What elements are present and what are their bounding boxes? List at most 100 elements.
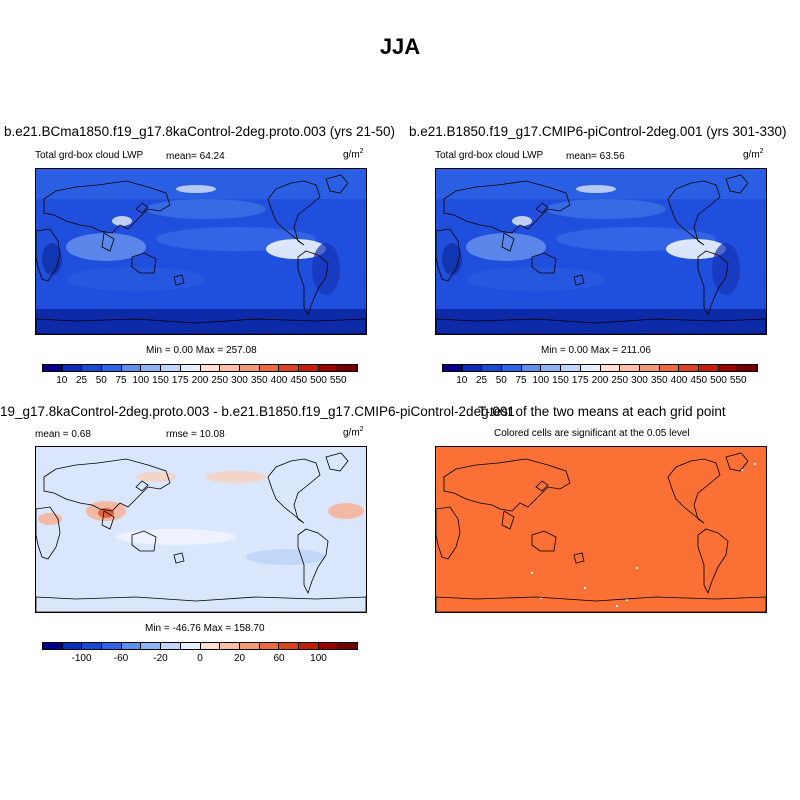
panel3-minmax: Min = -46.76 Max = 158.70: [145, 623, 265, 634]
colorbar-tick-label: 100: [532, 375, 550, 386]
colorbar-swatch: [279, 643, 299, 649]
panel2-title: b.e21.B1850.f19_g17.CMIP6-piControl-2deg…: [409, 124, 787, 139]
colorbar-tick-label: 25: [75, 375, 88, 386]
colorbar-swatch: [561, 365, 581, 371]
colorbar-swatch: [141, 365, 162, 371]
colorbar-swatch: [200, 365, 221, 371]
colorbar-swatch: [718, 365, 739, 371]
colorbar-tick-label: 50: [495, 375, 507, 386]
coastlines: [436, 452, 766, 612]
colorbar-swatch: [180, 643, 201, 649]
colorbar-swatch: [679, 365, 699, 371]
colorbar-tick-label: 500: [710, 375, 727, 386]
colorbar-swatch: [180, 365, 201, 371]
panel3-title: 19_g17.8kaControl-2deg.proto.003 - b.e21…: [0, 404, 515, 419]
colorbar-tick-label: 300: [631, 375, 648, 386]
colorbar-tick-label: 200: [191, 375, 209, 386]
colorbar-tick-label: 100: [132, 375, 150, 386]
colorbar-tick-label: 350: [650, 375, 668, 386]
colorbar-swatch: [318, 365, 339, 371]
colorbar-swatch: [462, 365, 483, 371]
panel2-minmax: Min = 0.00 Max = 211.06: [541, 345, 651, 356]
colorbar-swatch: [43, 365, 63, 371]
colorbar-tick-label: 60: [273, 653, 285, 664]
colorbar-tick-label: 175: [571, 375, 589, 386]
colorbar-swatch: [200, 643, 221, 649]
colorbar-swatch: [502, 365, 522, 371]
panel2-variable: Total grd-box cloud LWP: [435, 150, 544, 161]
colorbar-swatch: [82, 643, 103, 649]
colorbar-swatch: [82, 365, 103, 371]
panel1-map: [35, 168, 367, 335]
colorbar-tick-label: 10: [56, 375, 68, 386]
colorbar-swatch: [279, 365, 299, 371]
colorbar-swatch: [298, 643, 319, 649]
coastlines: [36, 174, 366, 334]
colorbar-swatch: [298, 365, 319, 371]
colorbar-swatch: [220, 365, 240, 371]
colorbar-tick-label: 400: [270, 375, 288, 386]
panel2-mean: mean= 63.56: [566, 151, 625, 162]
colorbar-tick-label: 0: [197, 653, 203, 664]
colorbar-tick-label: -100: [71, 653, 92, 664]
colorbar-tick-label: 75: [115, 375, 127, 386]
colorbar-swatch: [338, 365, 357, 371]
colorbar-swatch: [659, 365, 680, 371]
colorbar-tick-label: -60: [113, 653, 129, 664]
colorbar-swatch: [318, 643, 339, 649]
colorbar-swatch: [62, 643, 83, 649]
panel1-colorbar-labels: 10 25 50 75 100 150 175 200 250 300 350 400 450 500 55…: [42, 375, 358, 387]
panel2-map: [435, 168, 767, 335]
colorbar-swatch: [738, 365, 757, 371]
panel1-title: b.e21.BCma1850.f19_g17.8kaControl-2deg.p…: [4, 124, 395, 139]
panel4-subtitle: Colored cells are significant at the 0.0…: [494, 428, 690, 439]
coastlines: [36, 452, 366, 612]
panel1-variable: Total grd-box cloud LWP: [35, 150, 144, 161]
colorbar-tick-label: 150: [152, 375, 169, 386]
coastlines: [436, 174, 766, 334]
colorbar-swatch: [239, 643, 260, 649]
colorbar-tick-label: 175: [171, 375, 189, 386]
figure-title: JJA: [379, 34, 421, 59]
colorbar-swatch: [443, 365, 463, 371]
panel3-colorbar: [42, 642, 358, 650]
colorbar-tick-label: 350: [250, 375, 268, 386]
colorbar-swatch: [521, 365, 542, 371]
colorbar-swatch: [102, 643, 122, 649]
colorbar-swatch: [161, 643, 181, 649]
colorbar-tick-label: 25: [475, 375, 488, 386]
colorbar-tick-label: 550: [329, 375, 347, 386]
panel3-mean: mean = 0.68: [35, 429, 91, 440]
colorbar-tick-label: 250: [211, 375, 229, 386]
panel3-units: g/m2: [343, 426, 364, 439]
colorbar-tick-label: 400: [670, 375, 688, 386]
colorbar-tick-label: 450: [690, 375, 708, 386]
panel4-map: [435, 446, 767, 613]
colorbar-swatch: [600, 365, 621, 371]
colorbar-swatch: [121, 643, 142, 649]
colorbar-swatch: [102, 365, 122, 371]
panel1-units: g/m2: [343, 148, 364, 161]
colorbar-tick-label: 450: [290, 375, 308, 386]
panel2-units: g/m2: [743, 148, 764, 161]
panel2-colorbar-labels: 10 25 50 75 100 150 175 200 250 300 350 400 450 500 55…: [442, 375, 758, 387]
panel1-colorbar: [42, 364, 358, 372]
colorbar-swatch: [259, 643, 280, 649]
panel2-colorbar: [442, 364, 758, 372]
colorbar-swatch: [62, 365, 83, 371]
colorbar-tick-label: 550: [729, 375, 747, 386]
panel1-mean: mean= 64.24: [166, 151, 225, 162]
colorbar-tick-label: 10: [456, 375, 468, 386]
colorbar-tick-label: 150: [552, 375, 569, 386]
colorbar-swatch: [141, 643, 162, 649]
colorbar-tick-label: 250: [611, 375, 629, 386]
colorbar-tick-label: 200: [591, 375, 609, 386]
colorbar-swatch: [580, 365, 601, 371]
panel3-colorbar-labels: -100 -60 -20 0 20 60 100: [42, 653, 358, 665]
colorbar-swatch: [620, 365, 640, 371]
panel4-title: T-test of the two means at each grid poi…: [478, 404, 726, 419]
colorbar-tick-label: 75: [515, 375, 527, 386]
panel3-rmse: rmse = 10.08: [166, 429, 225, 440]
colorbar-swatch: [220, 643, 240, 649]
colorbar-tick-label: -20: [153, 653, 168, 664]
